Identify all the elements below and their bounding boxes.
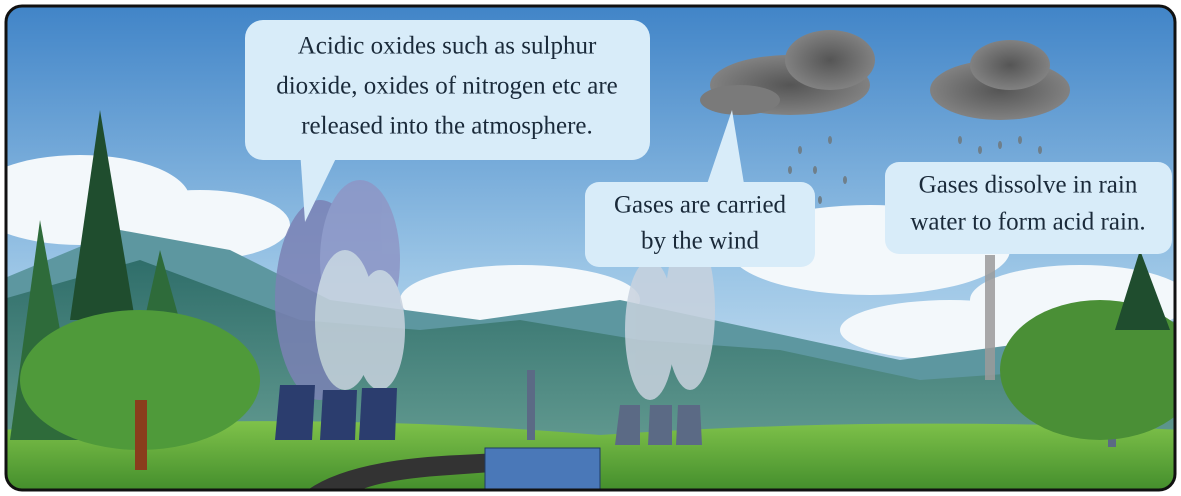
page: Acidic oxides such as sulphur dioxide, o… xyxy=(0,0,1181,496)
callout-text: released into the atmosphere. xyxy=(301,113,593,140)
scene: Acidic oxides such as sulphur dioxide, o… xyxy=(0,0,1181,496)
callout-text: Gases dissolve in rain xyxy=(919,172,1138,199)
callout-text: by the wind xyxy=(641,228,760,255)
callout-text: Gases are carried xyxy=(614,192,787,219)
callout-text: dioxide, oxides of nitrogen etc are xyxy=(276,73,618,100)
callout-text: water to form acid rain. xyxy=(910,209,1145,236)
callout-text: Acidic oxides such as sulphur xyxy=(298,33,597,60)
